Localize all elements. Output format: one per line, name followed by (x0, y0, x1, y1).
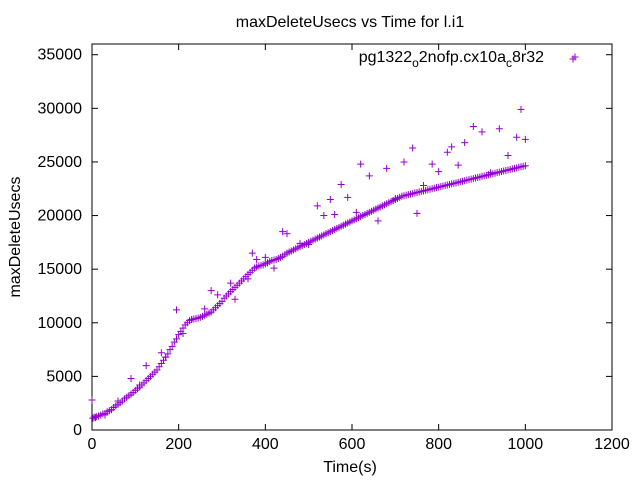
data-point (142, 362, 150, 370)
data-point (114, 397, 122, 405)
data-point (248, 249, 256, 257)
data-point (127, 375, 135, 383)
data-point (207, 287, 215, 295)
data-point (448, 143, 456, 151)
data-point (244, 275, 252, 283)
y-tick-label: 25000 (38, 154, 83, 171)
data-point (279, 228, 287, 236)
data-point (495, 125, 503, 133)
data-point (461, 139, 469, 147)
data-point (357, 160, 365, 168)
x-axis-ticks: 0 200 400 600 800 1000 1200 (88, 44, 630, 453)
data-point (283, 230, 291, 238)
data-point (487, 169, 495, 177)
data-point (478, 128, 486, 136)
data-point (270, 264, 278, 272)
data-point (469, 123, 477, 131)
data-point (162, 353, 170, 361)
legend-marker (571, 53, 579, 61)
data-point (201, 305, 209, 313)
legend: pg1322o2nofp.cx10ac8r32 (359, 49, 579, 70)
x-tick-label: 1200 (594, 436, 630, 453)
data-point (173, 306, 180, 314)
data-point (168, 342, 176, 350)
data-point (400, 158, 408, 166)
x-tick-label: 1000 (508, 436, 544, 453)
data-point (420, 182, 427, 190)
x-tick-label: 600 (339, 436, 366, 453)
data-point (365, 172, 373, 180)
data-point (173, 335, 180, 343)
data-point (413, 209, 421, 217)
data-point (331, 210, 339, 218)
y-tick-label: 35000 (38, 47, 83, 64)
data-point (521, 135, 529, 143)
data-point (352, 208, 360, 216)
data-point (231, 295, 239, 303)
data-point (391, 194, 399, 202)
data-point (227, 279, 235, 287)
data-point (374, 217, 382, 225)
data-point (157, 349, 165, 357)
x-tick-label: 800 (425, 436, 452, 453)
y-axis-ticks: 0 5000 10000 15000 20000 25000 30000 35000 (38, 47, 612, 439)
y-tick-label: 10000 (38, 315, 83, 332)
y-tick-label: 30000 (38, 100, 83, 117)
data-point (326, 195, 334, 203)
y-tick-label: 15000 (38, 261, 83, 278)
data-point (504, 152, 512, 160)
data-point (179, 330, 187, 337)
data-point (521, 162, 529, 170)
data-point (101, 411, 109, 419)
data-point (136, 381, 144, 389)
data-point (435, 168, 443, 176)
data-point (454, 161, 462, 169)
y-tick-label: 5000 (46, 368, 82, 385)
data-point (91, 414, 99, 422)
series-points (88, 55, 577, 422)
data-point (344, 193, 352, 201)
y-axis-label: maxDeleteUsecs (7, 177, 24, 298)
legend-plus-marker (571, 53, 579, 61)
x-tick-label: 200 (165, 436, 192, 453)
data-point (409, 144, 417, 152)
x-tick-label: 0 (88, 436, 97, 453)
data-point (261, 253, 269, 261)
x-axis-label: Time(s) (323, 459, 377, 476)
y-tick-label: 20000 (38, 208, 83, 225)
data-point (305, 241, 313, 249)
data-point (253, 256, 261, 264)
data-point (320, 212, 328, 220)
data-point (296, 239, 304, 247)
data-point (517, 105, 525, 113)
data-point (513, 133, 521, 141)
chart-title: maxDeleteUsecs vs Time for l.i1 (236, 14, 465, 31)
data-point (214, 291, 222, 299)
plot-frame (91, 43, 613, 431)
data-point (443, 148, 451, 156)
data-point (337, 180, 345, 188)
y-tick-label: 0 (73, 422, 82, 439)
data-point (428, 160, 436, 168)
data-point (88, 396, 96, 404)
x-tick-label: 400 (252, 436, 279, 453)
data-point (383, 164, 391, 172)
data-point (188, 316, 196, 324)
data-point (313, 202, 321, 210)
legend-label: pg1322o2nofp.cx10ac8r32 (359, 49, 544, 70)
